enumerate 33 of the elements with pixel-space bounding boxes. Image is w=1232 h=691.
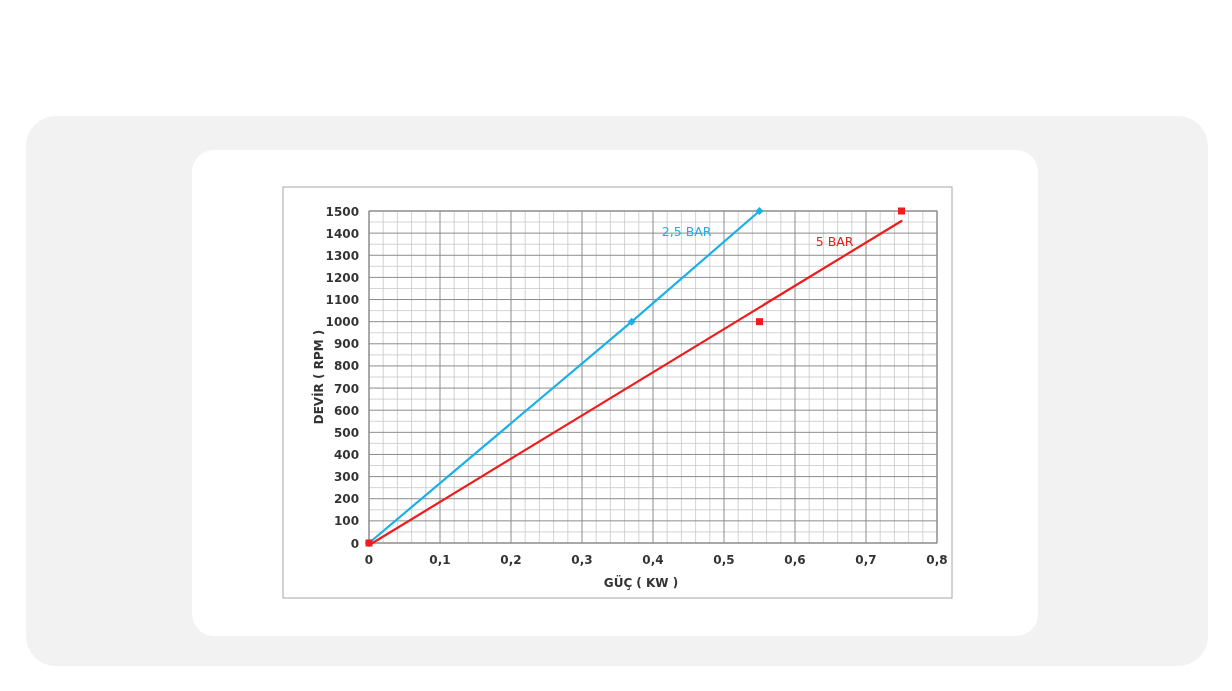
y-tick-label: 600 [333, 403, 359, 418]
series-label: 2,5 BAR [661, 224, 712, 239]
y-tick-label: 400 [333, 447, 359, 462]
point [756, 318, 763, 326]
y-tick-label: 200 [333, 492, 359, 507]
y-axis-title: DEVİR ( RPM ) [311, 329, 326, 425]
point [755, 207, 764, 215]
x-tick-label: 0,1 [429, 553, 451, 567]
y-tick-label: 900 [333, 337, 359, 352]
y-tick-label: 0 [350, 536, 359, 551]
x-tick-label: 0,5 [713, 553, 735, 567]
x-axis-title: GÜÇ ( KW ) [603, 575, 679, 590]
x-tick-label: 0,3 [571, 553, 593, 567]
y-tick-label: 800 [333, 359, 359, 374]
y-tick-label: 700 [333, 381, 359, 396]
x-tick-label: 0,7 [855, 553, 877, 567]
y-tick-label: 300 [333, 470, 359, 485]
y-tick-label: 1500 [325, 204, 359, 219]
y-tick-label: 500 [333, 425, 359, 440]
y-tick-label: 1300 [325, 248, 359, 263]
series-label: 5 BAR [815, 233, 854, 249]
x-tick-label: 0,6 [784, 553, 806, 567]
point [627, 317, 636, 326]
x-tick-label: 0,2 [500, 553, 522, 567]
y-tick-label: 1200 [325, 270, 359, 285]
x-tick-label: 0,8 [926, 553, 948, 567]
y-tick-label: 1100 [325, 293, 359, 308]
x-tick-label: 0 [364, 553, 374, 567]
point [898, 207, 905, 215]
y-tick-label: 100 [333, 514, 359, 529]
y-tick-label: 1400 [325, 226, 359, 241]
y-tick-label: 1000 [325, 315, 359, 330]
x-tick-label: 0,4 [642, 553, 664, 567]
